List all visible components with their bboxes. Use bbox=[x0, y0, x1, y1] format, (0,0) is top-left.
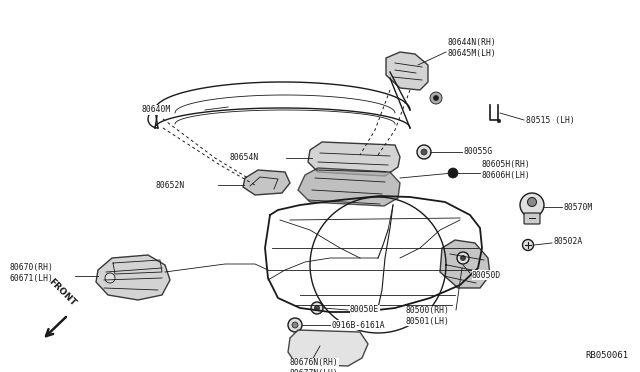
Circle shape bbox=[433, 96, 438, 100]
Circle shape bbox=[292, 322, 298, 328]
Polygon shape bbox=[96, 255, 170, 300]
Text: 80654N: 80654N bbox=[230, 154, 259, 163]
Circle shape bbox=[448, 168, 458, 178]
Circle shape bbox=[417, 145, 431, 159]
Text: 80605H(RH)
80606H(LH): 80605H(RH) 80606H(LH) bbox=[482, 160, 531, 180]
Text: 80670(RH)
60671(LH): 80670(RH) 60671(LH) bbox=[10, 263, 54, 283]
Text: 80676N(RH)
80677N(LH): 80676N(RH) 80677N(LH) bbox=[290, 358, 339, 372]
Polygon shape bbox=[440, 240, 490, 288]
Circle shape bbox=[105, 273, 115, 283]
Text: RB050061: RB050061 bbox=[585, 351, 628, 360]
Text: 0916B-6161A: 0916B-6161A bbox=[332, 321, 386, 330]
Circle shape bbox=[314, 305, 319, 311]
Text: 80652N: 80652N bbox=[155, 180, 184, 189]
Circle shape bbox=[457, 252, 469, 264]
Text: 80644N(RH)
80645M(LH): 80644N(RH) 80645M(LH) bbox=[448, 38, 497, 58]
Polygon shape bbox=[243, 170, 290, 195]
Text: 80502A: 80502A bbox=[554, 237, 583, 246]
Circle shape bbox=[527, 198, 536, 206]
Polygon shape bbox=[386, 52, 428, 90]
Text: 80570M: 80570M bbox=[564, 202, 593, 212]
Text: FRONT: FRONT bbox=[47, 277, 77, 308]
Text: 80050E: 80050E bbox=[350, 305, 380, 314]
FancyBboxPatch shape bbox=[524, 213, 540, 224]
Text: 80050D: 80050D bbox=[472, 270, 501, 279]
Circle shape bbox=[430, 92, 442, 104]
Text: 80515 (LH): 80515 (LH) bbox=[526, 115, 575, 125]
Circle shape bbox=[461, 256, 465, 260]
Polygon shape bbox=[288, 330, 368, 366]
Circle shape bbox=[520, 193, 544, 217]
Text: 80640M: 80640M bbox=[142, 106, 172, 115]
Circle shape bbox=[522, 240, 534, 250]
Circle shape bbox=[288, 318, 302, 332]
Circle shape bbox=[421, 149, 427, 155]
Circle shape bbox=[311, 302, 323, 314]
Text: 80500(RH)
80501(LH): 80500(RH) 80501(LH) bbox=[406, 306, 450, 326]
Polygon shape bbox=[308, 142, 400, 176]
Polygon shape bbox=[298, 168, 400, 206]
Text: 80055G: 80055G bbox=[464, 148, 493, 157]
